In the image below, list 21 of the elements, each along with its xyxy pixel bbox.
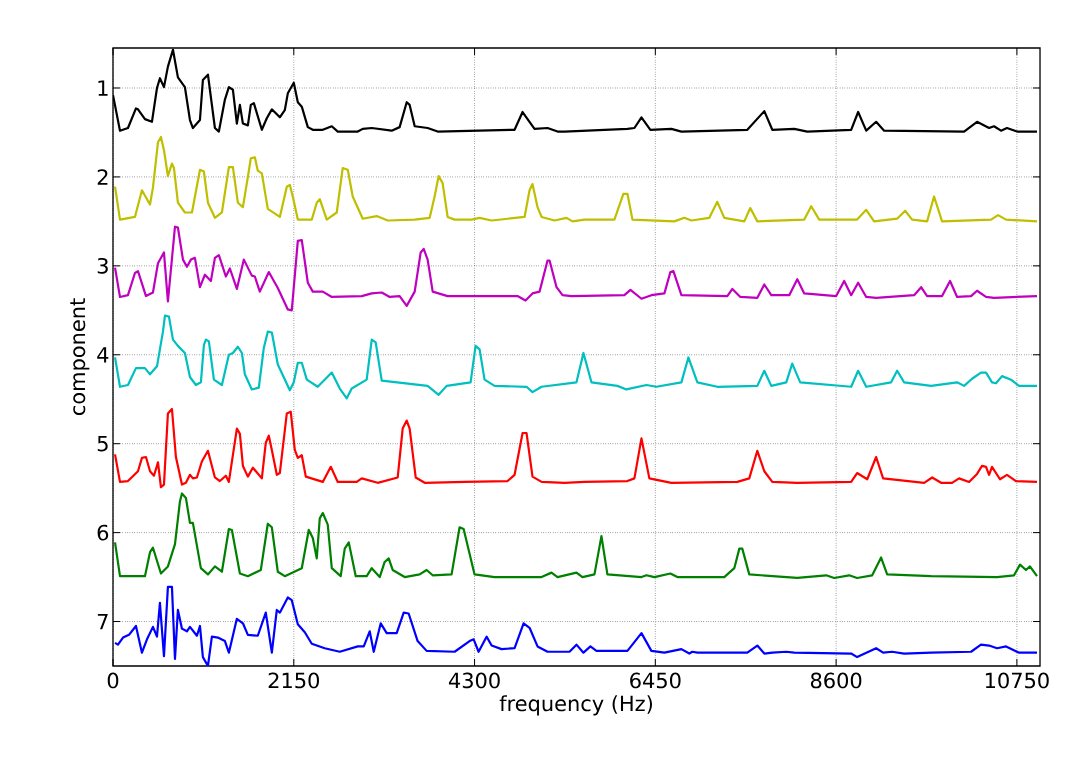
y-tick-label: 3 (97, 257, 108, 274)
y-tick-label: 1 (98, 80, 108, 96)
y-tick-label: 5 (97, 435, 108, 452)
x-tick-label: 2150 (268, 672, 319, 689)
line-series (113, 314, 1039, 400)
y-tick-label: 7 (97, 613, 108, 630)
line-series (113, 225, 1039, 312)
x-tick-label: 10750 (985, 672, 1049, 689)
line-series (113, 585, 1039, 666)
y-axis-title: component (70, 298, 90, 416)
y-tick-label: 4 (97, 347, 109, 363)
x-axis-title: frequency (Hz) (499, 695, 653, 716)
x-tick-label: 4300 (448, 672, 500, 689)
x-tick-label: 0 (107, 672, 119, 689)
line-series (113, 135, 1039, 223)
x-tick-label: 8600 (810, 672, 862, 689)
line-series (113, 492, 1039, 580)
x-tick-label: 6450 (630, 672, 681, 689)
y-tick-label: 6 (97, 524, 109, 541)
line-series (113, 407, 1039, 489)
y-tick-label: 2 (97, 169, 108, 185)
